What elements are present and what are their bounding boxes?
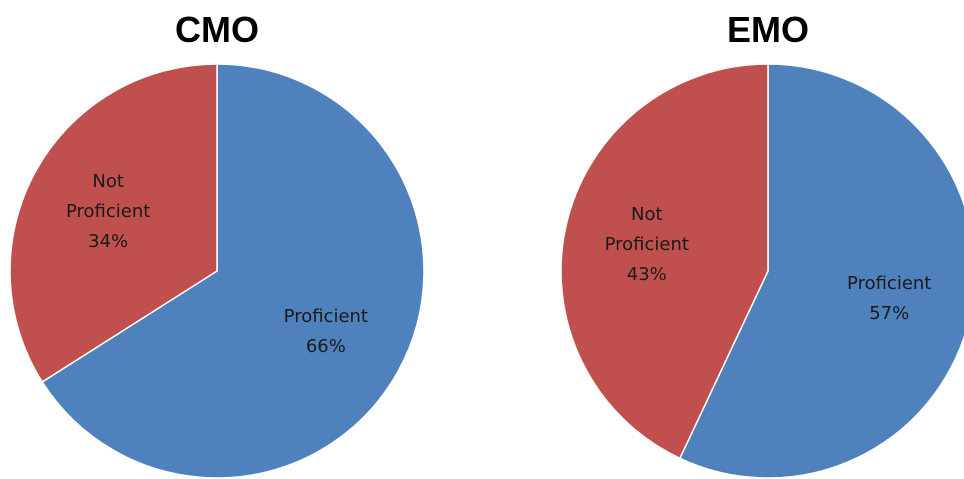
chart-title-emo: EMO — [727, 9, 809, 50]
slices-emo — [560, 63, 964, 479]
slice-label-line: 66% — [306, 336, 346, 357]
pie-chart-cmo: CMO Proficient 66% Not Proficient 34% — [9, 9, 425, 479]
slice-label-line: Proficient — [847, 273, 931, 294]
pie-slice-emo-not-proficient — [560, 63, 769, 460]
slice-label-emo-not-proficient: Not Proficient 43% — [605, 204, 689, 285]
slice-label-emo-proficient: Proficient 57% — [847, 273, 931, 324]
chart-title-cmo: CMO — [175, 9, 259, 50]
slice-label-line: 34% — [88, 231, 128, 252]
slice-label-cmo-not-proficient: Not Proficient 34% — [66, 171, 150, 252]
pie-slice-emo-proficient — [678, 63, 964, 479]
slice-label-line: 57% — [869, 303, 909, 324]
slice-label-line: Not — [92, 171, 124, 192]
slices-cmo — [9, 63, 425, 479]
slice-label-line: 43% — [627, 264, 667, 285]
slice-label-line: Proficient — [605, 234, 689, 255]
pie-chart-emo: EMO Proficient 57% Not Proficient 43% — [560, 9, 964, 479]
pie-slice-cmo-proficient — [41, 63, 425, 479]
slice-label-line: Proficient — [284, 306, 368, 327]
pie-slice-cmo-not-proficient — [9, 63, 218, 383]
slice-label-cmo-proficient: Proficient 66% — [284, 306, 368, 357]
slice-label-line: Not — [631, 204, 663, 225]
labels-emo: Proficient 57% Not Proficient 43% — [605, 204, 932, 324]
slice-label-line: Proficient — [66, 201, 150, 222]
labels-cmo: Proficient 66% Not Proficient 34% — [66, 171, 368, 357]
